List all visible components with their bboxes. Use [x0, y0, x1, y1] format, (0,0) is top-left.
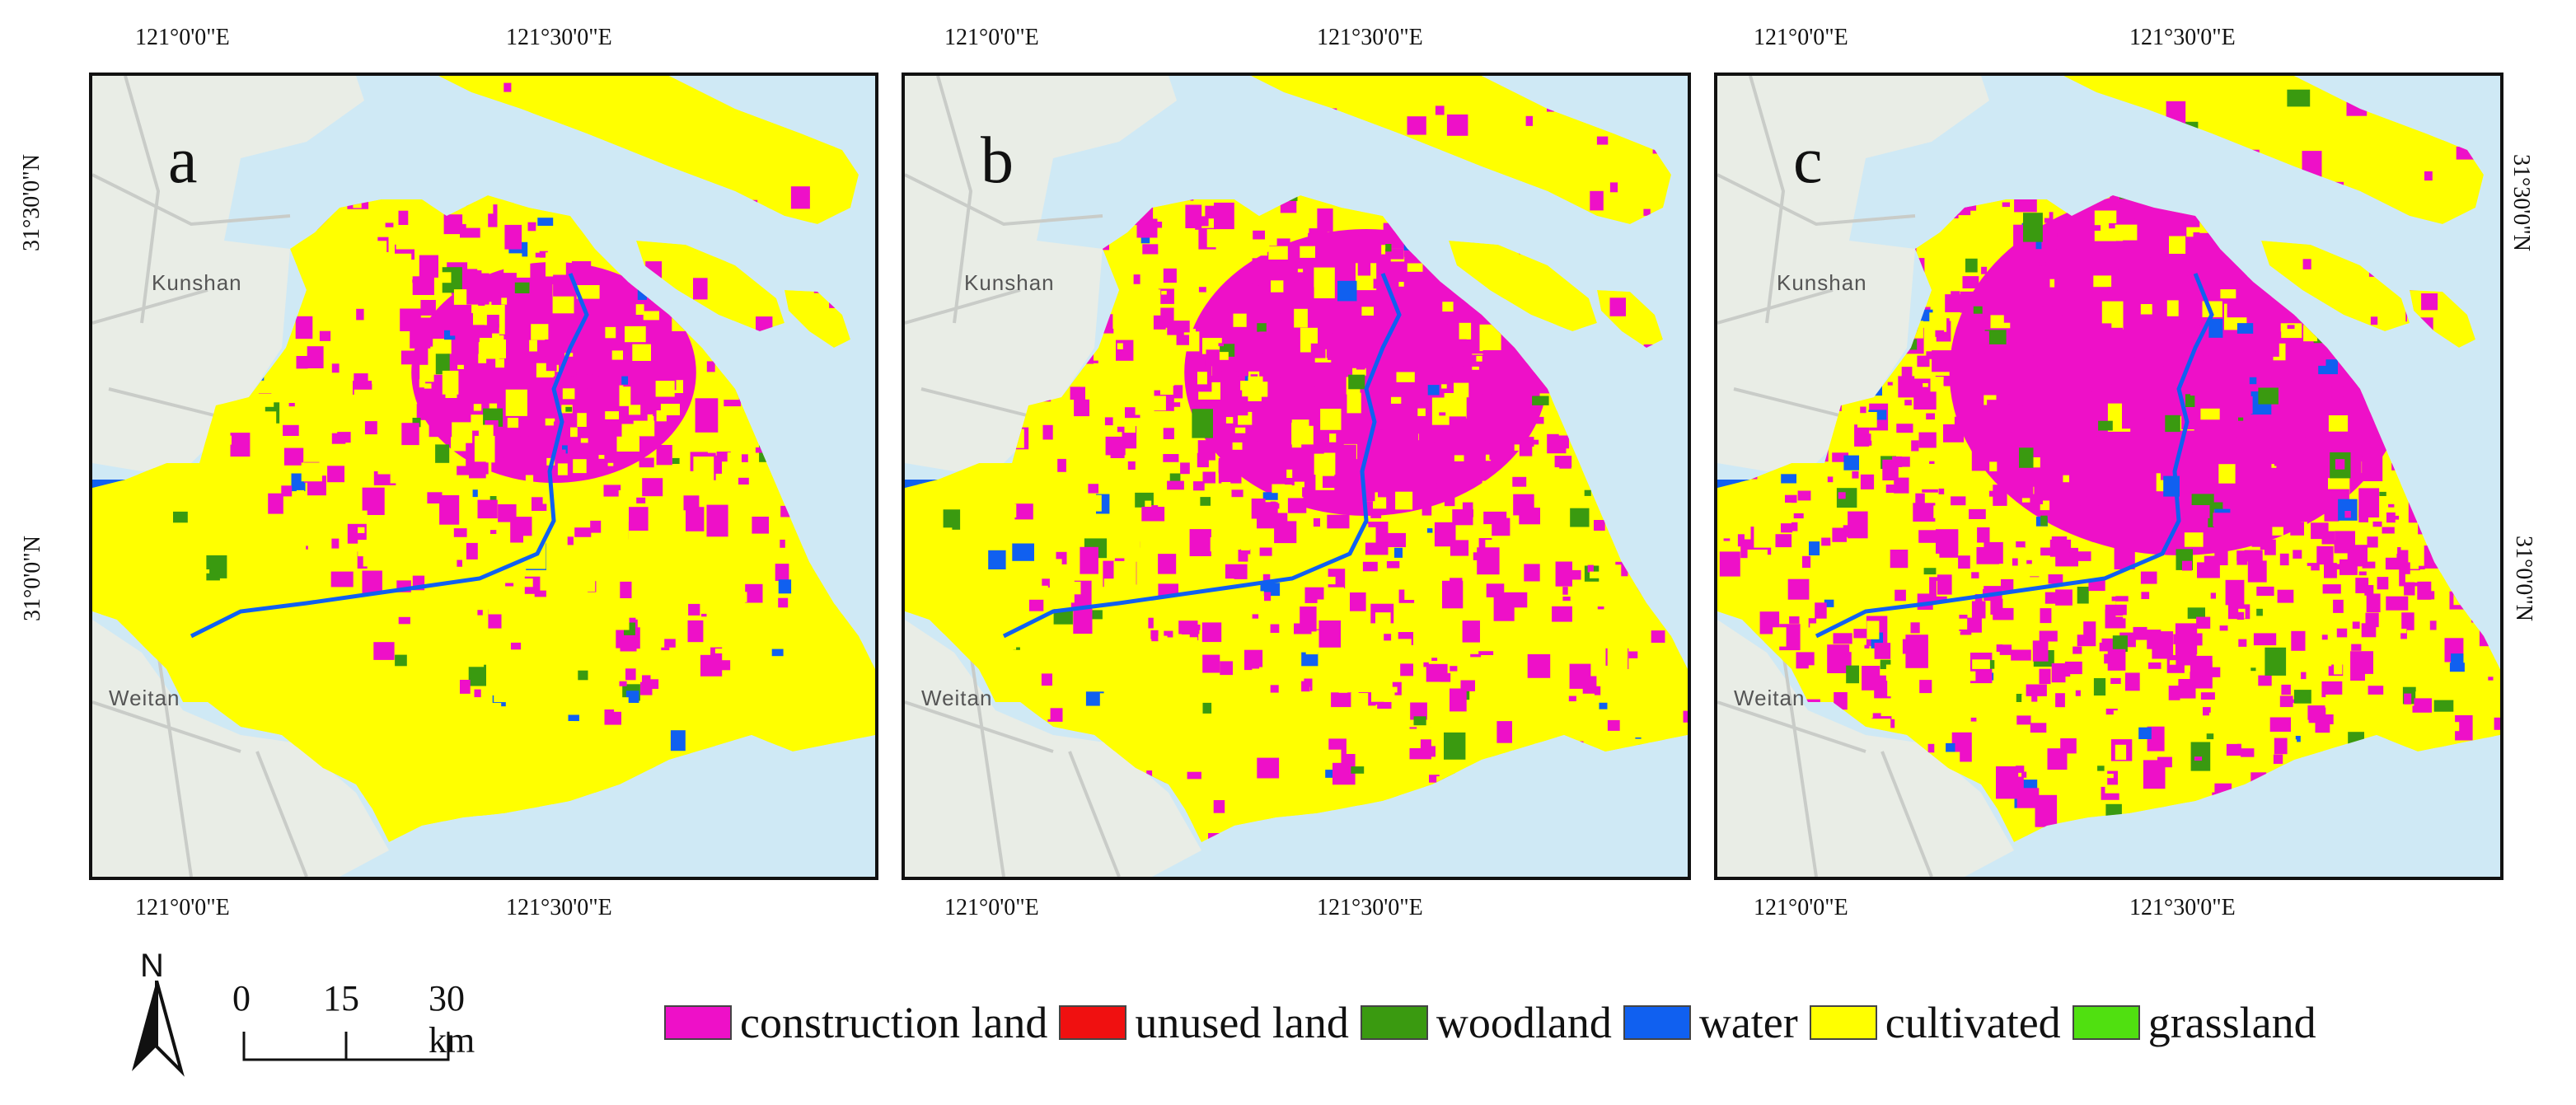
legend-swatch: [664, 1005, 732, 1040]
scale-bar: 0 15 30 km: [222, 977, 475, 1068]
land-use-map: [92, 76, 875, 877]
lon-label-bottom-a-left: 121°0'0"E: [135, 895, 230, 920]
lon-label-top-b-left: 121°0'0"E: [944, 25, 1039, 50]
lon-label-top-b-right: 121°30'0"E: [1317, 25, 1423, 50]
place-name-kunshan: Kunshan: [152, 270, 242, 295]
legend-item: water: [1623, 997, 1798, 1048]
panel-letter: c: [1793, 124, 1823, 197]
legend-swatch: [2072, 1005, 2140, 1040]
north-arrow-icon: [132, 981, 185, 1077]
map-panel-a: a Kunshan Weitan: [89, 73, 878, 880]
lon-label-top-c-right: 121°30'0"E: [2129, 25, 2236, 50]
map-panel-b: b Kunshan Weitan: [902, 73, 1691, 880]
legend-swatch: [1360, 1005, 1428, 1040]
road-lines: [92, 76, 308, 877]
map-panel-c: c Kunshan Weitan: [1714, 73, 2503, 880]
river: [1002, 273, 1402, 639]
legend-label: grassland: [2147, 998, 2316, 1047]
place-name-kunshan: Kunshan: [1777, 270, 1867, 295]
lon-label-bottom-b-right: 121°30'0"E: [1317, 895, 1423, 920]
legend: construction land unused land woodland wate…: [664, 997, 2328, 1048]
panel-letter: a: [168, 124, 198, 197]
lon-label-bottom-c-right: 121°30'0"E: [2129, 895, 2236, 920]
north-arrow: N: [124, 948, 190, 1079]
legend-item: woodland: [1360, 997, 1612, 1048]
road-lines: [905, 76, 1121, 877]
scale-label-15: 15: [323, 978, 359, 1018]
neighbor-land: [905, 76, 1201, 877]
road-lines: [1717, 76, 1933, 877]
lon-label-top-a-left: 121°0'0"E: [135, 25, 230, 50]
river: [1815, 273, 2214, 639]
panel-letter: b: [981, 124, 1014, 197]
lat-label-right-top: 31°30'0"N: [2508, 154, 2534, 251]
lon-label-bottom-a-right: 121°30'0"E: [506, 895, 612, 920]
lat-label-left-bottom: 31°0'0"N: [19, 536, 45, 621]
lat-label-right-bottom: 31°0'0"N: [2510, 536, 2536, 621]
lon-label-bottom-c-left: 121°0'0"E: [1754, 895, 1848, 920]
neighbor-land: [1717, 76, 2014, 877]
lon-label-top-c-left: 121°0'0"E: [1754, 25, 1848, 50]
scale-label-30: 30 km: [429, 978, 475, 1061]
legend-label: cultivated: [1885, 998, 2061, 1047]
land-use-map: [905, 76, 1688, 877]
place-name-weitang: Weitan: [921, 686, 993, 710]
place-name-kunshan: Kunshan: [964, 270, 1055, 295]
legend-item: grassland: [2072, 997, 2316, 1048]
river: [190, 273, 589, 639]
place-name-weitang: Weitan: [109, 686, 180, 710]
legend-swatch: [1809, 1005, 1877, 1040]
north-arrow-label: N: [140, 948, 164, 984]
neighbor-land: [92, 76, 389, 877]
place-name-weitang: Weitan: [1734, 686, 1806, 710]
lon-label-bottom-b-left: 121°0'0"E: [944, 895, 1039, 920]
legend-label: construction land: [740, 998, 1048, 1047]
lon-label-top-a-right: 121°30'0"E: [506, 25, 612, 50]
legend-label: unused land: [1135, 998, 1349, 1047]
legend-item: unused land: [1059, 997, 1349, 1048]
legend-swatch: [1623, 1005, 1691, 1040]
land-use-map: [1717, 76, 2500, 877]
legend-item: construction land: [664, 997, 1047, 1048]
legend-label: woodland: [1436, 998, 1612, 1047]
scale-bar-line: [242, 1032, 450, 1061]
legend-label: water: [1698, 998, 1798, 1047]
lat-label-left-top: 31°30'0"N: [18, 154, 44, 251]
legend-swatch: [1059, 1005, 1127, 1040]
legend-item: cultivated: [1809, 997, 2061, 1048]
mainland-landuse: [92, 195, 875, 842]
scale-label-0: 0: [232, 978, 251, 1018]
